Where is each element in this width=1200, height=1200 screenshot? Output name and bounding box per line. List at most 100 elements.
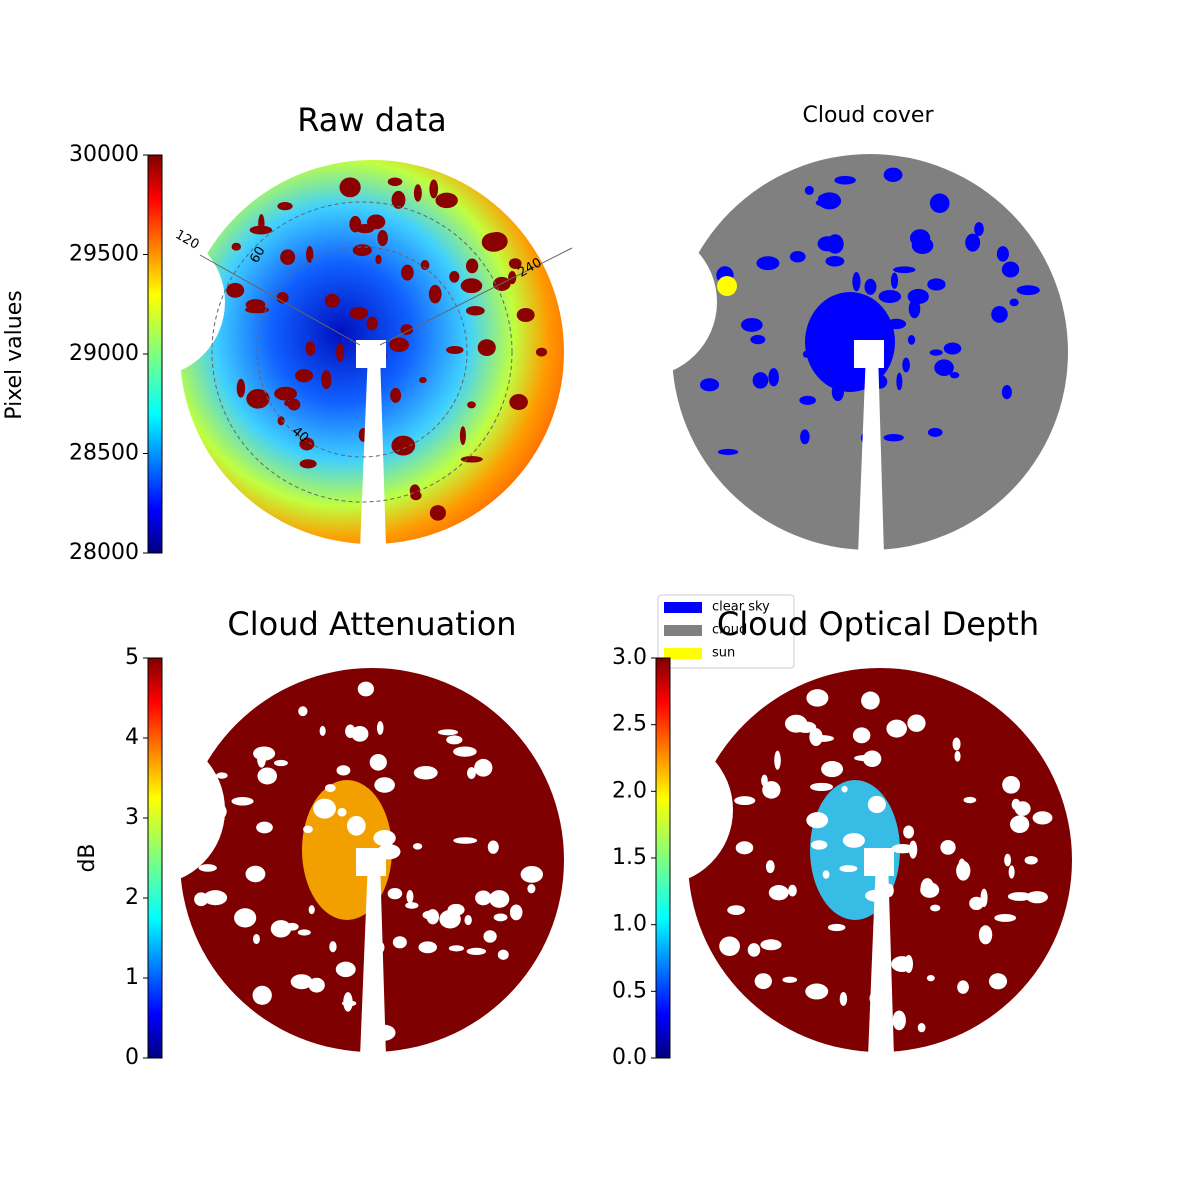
image-spot xyxy=(784,714,808,733)
polar-grid xyxy=(256,246,468,458)
image-spot xyxy=(303,825,313,834)
legend-swatch xyxy=(664,648,702,659)
image-spot xyxy=(335,961,356,978)
image-spot xyxy=(834,175,856,185)
image-spot xyxy=(426,909,440,925)
colorbar-tick-label: 1.5 xyxy=(612,845,647,870)
image-spot xyxy=(867,795,886,814)
image-spot xyxy=(306,246,314,263)
polar-grid xyxy=(211,201,513,503)
image-spot xyxy=(413,765,438,780)
colorbar-tick-label: 29500 xyxy=(69,242,139,267)
image-spot xyxy=(216,772,228,779)
image-spot xyxy=(412,843,423,850)
image-spot xyxy=(827,923,846,932)
image-spot xyxy=(934,359,954,376)
image-spot xyxy=(890,272,899,289)
image-spot xyxy=(1004,853,1012,867)
image-spot xyxy=(355,223,375,234)
colorbar-tick-label: 2.0 xyxy=(612,778,647,803)
image-spot xyxy=(299,459,317,469)
image-spot xyxy=(273,759,288,767)
colorbar-tick-label: 30000 xyxy=(69,142,139,167)
image-spot xyxy=(805,983,829,1000)
image-spot xyxy=(883,167,903,183)
image-spot xyxy=(313,798,336,819)
image-spot xyxy=(392,936,407,949)
image-spot xyxy=(460,278,483,294)
image-spot xyxy=(750,334,766,345)
image-spot xyxy=(826,234,844,254)
legend-label: cloud xyxy=(712,623,747,638)
image-spot xyxy=(891,956,913,972)
legend-swatch xyxy=(664,602,702,613)
image-spot xyxy=(389,337,409,353)
image-spot xyxy=(375,254,382,265)
image-spot xyxy=(520,866,543,883)
image-spot xyxy=(760,939,782,951)
image-spot xyxy=(927,427,943,438)
colorbar xyxy=(655,657,671,1059)
image-cutout xyxy=(567,227,717,377)
image-spot xyxy=(756,256,780,271)
image-spot xyxy=(245,306,270,314)
image-spot xyxy=(1010,815,1030,834)
image-spot xyxy=(1024,855,1038,865)
image-spot xyxy=(435,192,458,209)
image-spot xyxy=(299,437,315,451)
image-spot xyxy=(893,266,916,274)
image-spot xyxy=(337,807,347,817)
image-spot xyxy=(719,936,740,956)
image-spot xyxy=(418,941,437,954)
image-spot xyxy=(789,251,806,263)
image-spot xyxy=(1007,892,1032,901)
image-spot xyxy=(883,433,904,442)
image-spot xyxy=(864,278,877,295)
image-spot xyxy=(762,781,781,799)
image-spot xyxy=(809,728,823,746)
image-spot xyxy=(236,378,246,398)
image-spot xyxy=(974,222,984,236)
colorbar xyxy=(147,657,163,1059)
image-spot xyxy=(774,750,781,770)
colorbar-label: Pixel values xyxy=(2,290,27,419)
image-spot xyxy=(822,870,830,879)
colorbar-label: dB xyxy=(75,843,100,872)
image-spot xyxy=(527,883,536,894)
colorbar-tick-label: 2 xyxy=(125,885,139,910)
panel: clear sky cloud sun xyxy=(567,154,1068,669)
image-spot xyxy=(957,980,969,994)
image-spot xyxy=(449,270,460,283)
image-spot xyxy=(349,306,369,320)
image-spot xyxy=(252,985,272,1005)
image-spot xyxy=(952,737,961,751)
panel-title: Cloud Optical Depth xyxy=(717,605,1039,643)
image-spot xyxy=(298,706,308,717)
image-spot xyxy=(810,840,828,850)
image-spot xyxy=(940,839,956,855)
image-spot xyxy=(483,930,497,943)
image-spot xyxy=(437,729,459,736)
mask-wedge xyxy=(360,352,386,549)
image-spot xyxy=(246,388,270,409)
image-spot xyxy=(319,725,326,737)
image-spot xyxy=(401,264,414,281)
image-spot xyxy=(980,888,988,908)
image-spot xyxy=(406,890,414,904)
image-spot xyxy=(516,308,535,323)
image-spot xyxy=(474,758,493,777)
image-spot xyxy=(768,368,779,387)
image-spot xyxy=(377,229,388,247)
image-spot xyxy=(863,750,882,768)
image-spot xyxy=(420,259,430,271)
image-spot xyxy=(487,840,499,854)
image-spot xyxy=(700,378,720,392)
image-spot xyxy=(747,943,761,957)
image-spot xyxy=(954,750,961,762)
image-spot xyxy=(956,860,971,881)
image-spot xyxy=(369,754,387,771)
mask-block xyxy=(854,340,884,368)
image-spot xyxy=(804,185,814,195)
image-spot xyxy=(234,908,257,928)
